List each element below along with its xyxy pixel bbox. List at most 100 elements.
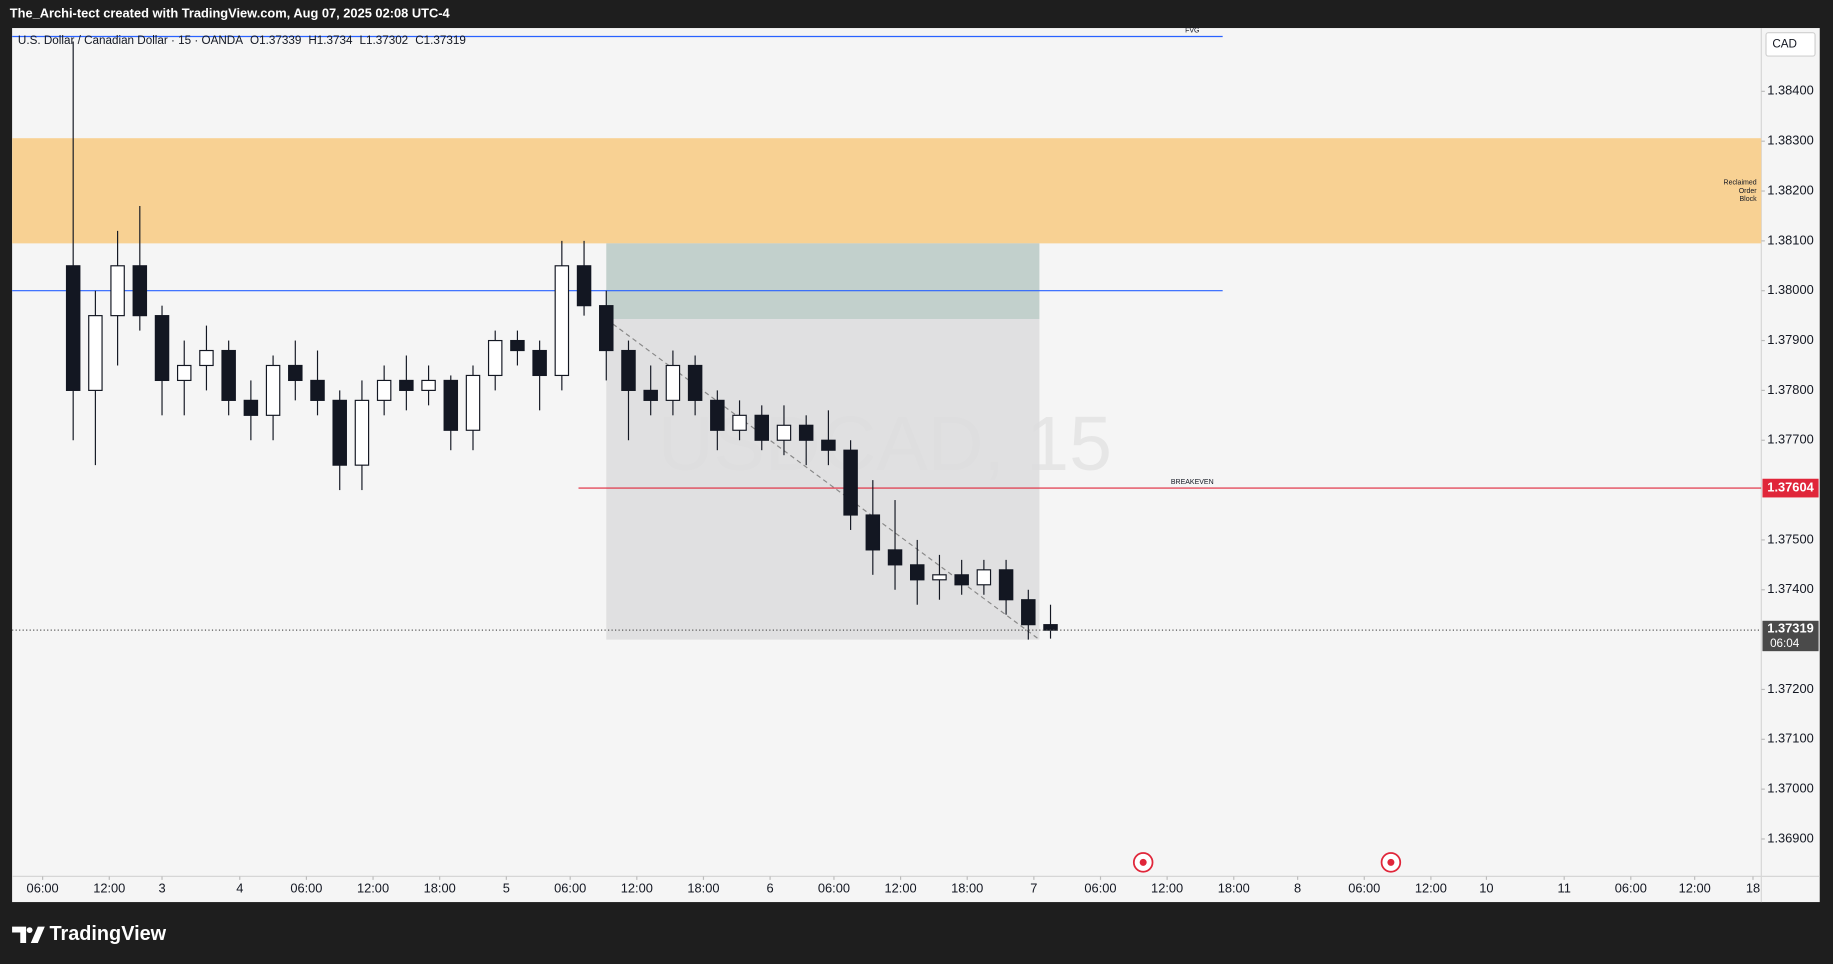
event-icon-dot xyxy=(1139,858,1147,866)
x-tick-label: 4 xyxy=(236,881,243,896)
y-tick-label: 1.37200 xyxy=(1767,681,1813,696)
zone-label-line: Block xyxy=(1740,196,1758,203)
candle-body xyxy=(954,574,969,586)
candle-body xyxy=(887,549,903,566)
candle-body xyxy=(288,364,303,382)
x-tick-label: 18:00 xyxy=(424,881,456,896)
candle-body xyxy=(243,399,259,416)
candle-body xyxy=(754,414,770,441)
x-tick-label: 10 xyxy=(1479,881,1493,896)
brand-logo xyxy=(12,926,45,943)
y-tick-label: 1.38200 xyxy=(1767,182,1813,197)
hline-label: BREAKEVEN xyxy=(1171,479,1214,486)
candle-body xyxy=(332,399,347,466)
y-tick-label: 1.38100 xyxy=(1767,232,1813,247)
header-text: The_Archi-tect created with TradingView.… xyxy=(10,5,451,20)
x-tick-label: 12:00 xyxy=(885,881,917,896)
candle-body xyxy=(1043,624,1058,631)
x-tick-label: 06:00 xyxy=(554,881,586,896)
x-tick-label: 12:00 xyxy=(621,881,653,896)
candle-body xyxy=(710,399,725,431)
candle-body xyxy=(932,574,947,581)
candle-body xyxy=(665,364,681,401)
candle-body xyxy=(798,424,814,441)
candle-body xyxy=(88,315,103,391)
y-tick-label: 1.37400 xyxy=(1767,581,1813,596)
candle-body xyxy=(310,379,325,401)
logo-mark xyxy=(12,926,45,943)
candle-body xyxy=(376,379,392,401)
breakeven-price-label: 1.37604 xyxy=(1767,479,1814,494)
event-icons xyxy=(1132,852,1402,873)
x-tick-label: 3 xyxy=(158,881,165,896)
candle-body xyxy=(354,399,370,466)
y-tick-label: 1.38300 xyxy=(1767,133,1813,148)
x-tick-label: 7 xyxy=(1030,881,1037,896)
candle-body xyxy=(865,514,881,551)
x-tick-label: 06:00 xyxy=(1348,881,1380,896)
event-icon-dot xyxy=(1387,858,1395,866)
candle-body xyxy=(421,379,436,391)
legend-field-label: O xyxy=(250,34,259,47)
candle-body xyxy=(154,315,170,382)
x-tick-label: 5 xyxy=(503,881,510,896)
candle-body xyxy=(487,339,503,377)
legend-field-value: 1.3734 xyxy=(317,34,353,47)
candle-body xyxy=(554,265,570,377)
y-tick-label: 1.37900 xyxy=(1767,332,1813,347)
candle-body xyxy=(199,349,214,367)
zone-label: Reclaimed Order Block xyxy=(1724,179,1758,202)
candle-body xyxy=(976,569,992,586)
legend-field-value: 1.37319 xyxy=(424,34,466,47)
countdown: 06:04 xyxy=(1770,637,1800,650)
last-price-box xyxy=(1762,620,1819,652)
x-tick-label: 18:00 xyxy=(1218,881,1250,896)
x-tick-label: 06:00 xyxy=(818,881,850,896)
hline-label: FVG xyxy=(1185,28,1199,35)
x-tick-label: 11 xyxy=(1558,881,1571,896)
x-tick-label: 12:00 xyxy=(1679,881,1711,896)
y-tick-label: 1.37500 xyxy=(1767,531,1813,546)
plot: Reclaimed Order Block FVG BREAKEVEN xyxy=(12,28,1762,641)
candle-body xyxy=(510,339,525,352)
x-tick-label: 12:00 xyxy=(1151,881,1183,896)
x-tick-label: 12:00 xyxy=(357,881,389,896)
x-tick-label: 12:00 xyxy=(93,881,125,896)
last-price-label: 1.37319 xyxy=(1767,620,1813,635)
candle-body xyxy=(265,364,281,416)
candle-body xyxy=(821,439,836,451)
x-tick-label: 6 xyxy=(767,881,774,896)
candle-body xyxy=(110,265,125,317)
logo-dot xyxy=(26,927,33,934)
legend: U.S. Dollar / Canadian Dollar · 15 · OAN… xyxy=(18,34,466,47)
candle-body xyxy=(599,305,614,352)
breakeven-price-box xyxy=(1762,478,1819,498)
candle-body xyxy=(221,349,236,401)
candle-body xyxy=(998,569,1014,601)
legend-field-label: L xyxy=(359,34,366,47)
candle-body xyxy=(576,265,592,307)
x-tick-label: 12:00 xyxy=(1415,881,1447,896)
y-tick-label: 1.37100 xyxy=(1767,731,1813,746)
candle-body xyxy=(909,564,925,581)
x-tick-label: 06:00 xyxy=(27,881,59,896)
x-tick-label: 18:00 xyxy=(951,881,983,896)
brand: TradingView xyxy=(49,923,166,945)
legend-field-value: 1.37339 xyxy=(259,34,301,47)
legend-title: U.S. Dollar / Canadian Dollar · 15 · OAN… xyxy=(18,34,243,47)
y-tick-label: 1.38000 xyxy=(1767,282,1813,297)
candle-body xyxy=(132,265,148,317)
y-tick-label: 1.38400 xyxy=(1767,83,1813,98)
zone xyxy=(12,138,1762,244)
x-tick-label: 18 xyxy=(1746,881,1760,896)
candle-body xyxy=(532,349,547,377)
candle-body xyxy=(1021,599,1036,626)
x-tick-label: 18:00 xyxy=(687,881,719,896)
currency: CAD xyxy=(1772,37,1797,50)
legend-field-value: 1.37302 xyxy=(366,34,408,47)
x-tick-label: 06:00 xyxy=(1615,881,1647,896)
candle-body xyxy=(65,265,81,391)
candle-body xyxy=(176,364,192,382)
